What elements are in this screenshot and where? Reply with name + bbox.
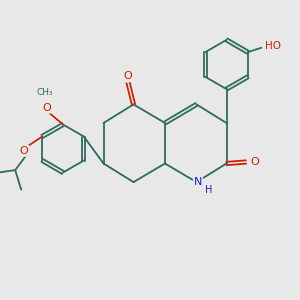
Text: HO: HO xyxy=(265,41,281,51)
Text: O: O xyxy=(250,157,259,167)
Text: O: O xyxy=(124,71,133,81)
Text: CH₃: CH₃ xyxy=(37,88,53,97)
Text: N: N xyxy=(194,177,202,187)
Text: H: H xyxy=(206,184,213,195)
Text: O: O xyxy=(42,103,51,113)
Text: O: O xyxy=(20,146,28,156)
